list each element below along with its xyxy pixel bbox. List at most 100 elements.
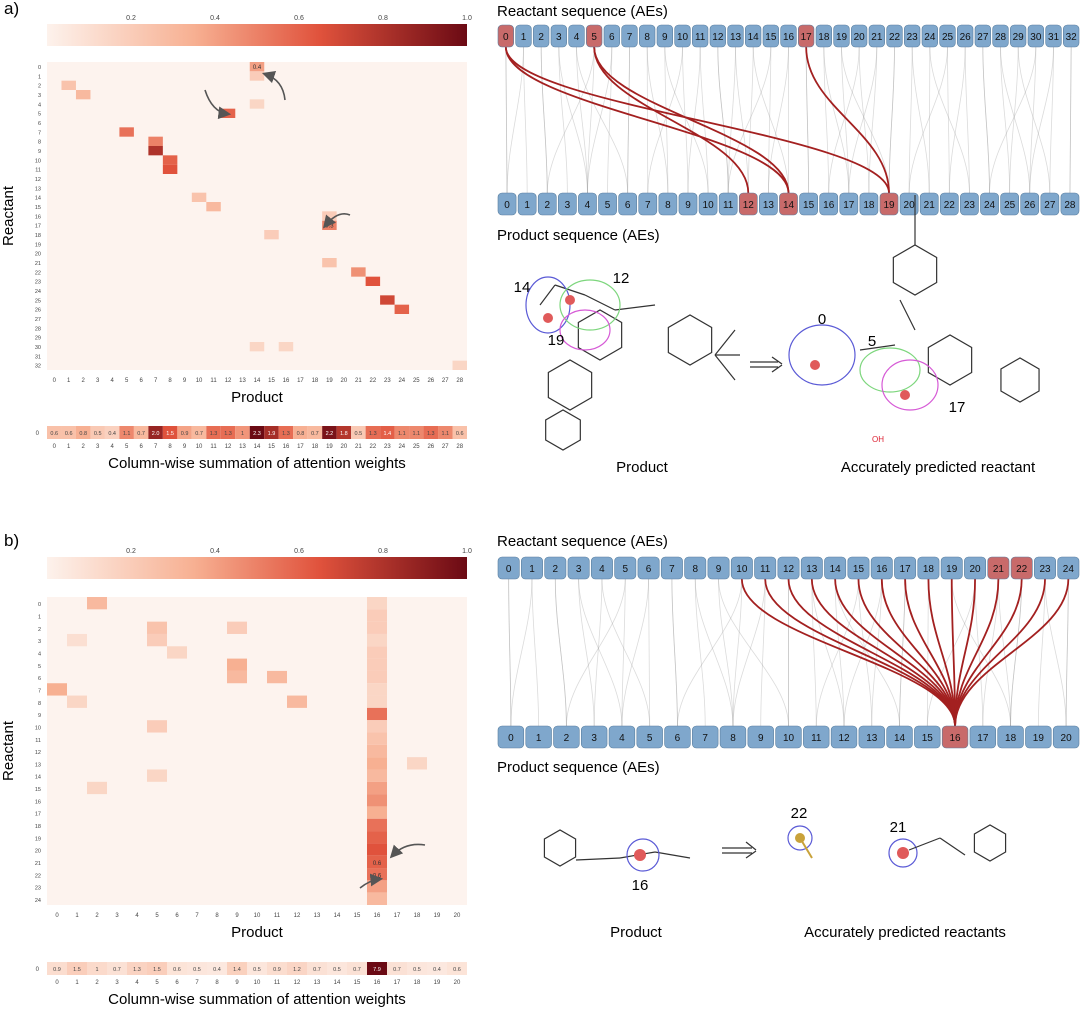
col-tick-label: 12 [225,378,232,384]
col-tick-label: 0 [55,913,59,919]
attention-link-strong [810,578,956,727]
bond [554,284,586,296]
product-token-label: 1 [536,733,542,744]
bond [799,837,813,859]
sum-col-tick-label: 8 [215,980,219,986]
attention-link-faint [1010,578,1023,727]
heatmap-cell [249,71,265,81]
product-token-box [578,192,597,216]
sum-col-tick-label: 1 [75,980,79,986]
col-tick-label: 13 [314,913,321,919]
heatmap-cell [162,164,178,174]
heatmap-cell [227,621,247,634]
highlight-halo [626,838,660,872]
sum-col-tick-label: 16 [283,444,290,450]
heatmap-cell [367,744,387,758]
attention-link-strong [504,46,890,194]
attention-link-faint [823,46,830,194]
reactant-token-box [974,24,991,48]
colorbar [47,24,467,46]
product-token-label: 19 [883,200,895,211]
heatmap-cell [367,683,387,696]
sum-cell [380,426,395,439]
sum-col-tick-label: 6 [175,980,179,986]
product-token-label: 12 [743,200,755,211]
reactant-caption: Accurately predicted reactant [841,459,1036,476]
product-token-box [537,192,557,216]
reactant-token-label: 7 [669,564,675,575]
attention-link-faint [718,578,734,727]
annotation-arrow [389,843,426,859]
heatmap-cell [367,633,387,647]
sum-cell-label: 1.1 [398,431,406,437]
ring [545,409,581,451]
heatmap-cell [367,806,387,819]
product-token-label: 1 [524,200,530,211]
col-tick-label: 8 [168,378,172,384]
product-token-label: 20 [904,200,916,211]
heatmap-cell [162,155,178,165]
sum-col-tick-label: 18 [312,444,319,450]
heatmap-cell [287,695,307,708]
attention-links [508,578,1070,727]
product-token-box [969,725,997,749]
product-token-label: 6 [625,200,631,211]
sum-title: Column-wise summation of attention weigh… [108,455,406,472]
sum-col-tick-label: 7 [154,444,158,450]
row-tick-label: 6 [38,121,41,127]
attention-link-faint [911,46,930,194]
attention-link-faint [735,46,749,194]
attention-link-faint [871,578,883,727]
row-tick-label: 3 [38,93,41,99]
row-tick-label: 28 [35,326,41,332]
attention-link-faint [671,578,678,727]
reactant-token-box [497,24,514,48]
reactant-token-label: 2 [538,32,544,43]
bond [859,344,896,351]
sum-col-tick-label: 20 [341,444,348,450]
reactant-token-label: 2 [553,564,559,575]
reactant-token-label: 31 [1048,32,1060,43]
attention-link-faint [811,578,845,727]
attention-link-faint [888,46,895,194]
sum-cell-label: 0.9 [53,967,61,973]
atom-highlight [543,313,553,323]
bond [908,837,941,851]
col-tick-label: 14 [334,913,341,919]
reactant-token-box [1010,556,1033,580]
product-token-box [638,192,658,216]
col-tick-label: 2 [95,913,99,919]
attention-link-faint [621,578,649,727]
reactant-token-box [921,24,938,48]
y-axis-label: Reactant [0,185,17,246]
heatmap-cell [47,683,67,696]
reactant-token-box [992,24,1009,48]
heatmap-cell-label: 0.6 [373,873,382,879]
sum-cell-label: 1.3 [224,431,232,437]
attention-link-strong [504,46,790,194]
sum-col-tick-label: 25 [413,444,420,450]
sum-cell [367,962,387,975]
bond [584,294,616,311]
atom-index-label: 16 [632,877,649,894]
ring [543,829,577,867]
sum-col-tick-label: 24 [398,444,405,450]
sum-col-tick-label: 3 [96,444,100,450]
sum-col-tick-label: 7 [195,980,199,986]
attention-link-faint [811,578,817,727]
colorbar-tick-label: 1.0 [462,548,472,555]
row-tick-label: 18 [35,233,41,239]
row-tick-label: 21 [35,261,41,267]
reactant-token-box [886,24,903,48]
attention-link-faint [928,46,931,194]
sum-cell-label: 0.5 [355,431,363,437]
sum-cell [191,426,207,439]
product-token-box [980,192,999,216]
row-tick-label: 0 [38,65,41,71]
product-token-label: 9 [758,733,764,744]
highlight-halo [788,324,856,386]
product-token-box [553,725,580,749]
sum-col-tick-label: 19 [434,980,441,986]
attention-link-faint [677,578,743,727]
